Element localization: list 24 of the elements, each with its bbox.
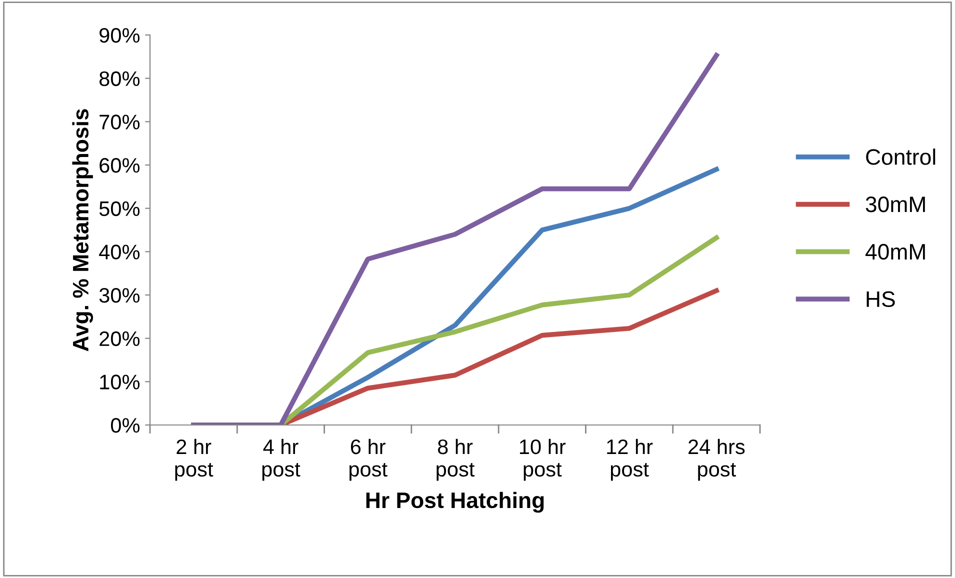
y-tick-label: 0%	[110, 418, 140, 433]
y-tick-label: 20%	[100, 331, 140, 346]
x-axis-title: Hr Post Hatching	[366, 492, 544, 513]
legend-label: 40mM	[865, 244, 925, 260]
y-axis-title: Avg. % Metamorphosis	[72, 109, 94, 352]
legend-label: 30mM	[866, 196, 925, 212]
y-tick-label: 50%	[99, 201, 140, 216]
legend-label: Control	[866, 148, 936, 165]
x-tick-label: 4 hr post	[262, 438, 300, 481]
y-tick-label: 10%	[100, 374, 140, 390]
y-tick-label: 90%	[100, 28, 140, 43]
y-tick-label: 30%	[99, 288, 140, 303]
y-tick-label: 70%	[100, 114, 140, 130]
x-tick-label: 12 hr post	[607, 438, 653, 481]
x-tick-label: 2 hr post	[175, 438, 214, 481]
y-tick-label: 60%	[100, 158, 140, 173]
x-tick-label: 10 hr post	[520, 438, 566, 481]
x-tick-label: 24 hrs post	[688, 438, 745, 481]
x-tick-label: 6 hr post	[350, 438, 388, 481]
legend-label: HS	[866, 291, 895, 308]
x-tick-label: 8 hr post	[436, 438, 475, 481]
y-tick-label: 40%	[99, 244, 140, 260]
y-tick-label: 80%	[99, 71, 140, 86]
line-series	[191, 52, 719, 425]
